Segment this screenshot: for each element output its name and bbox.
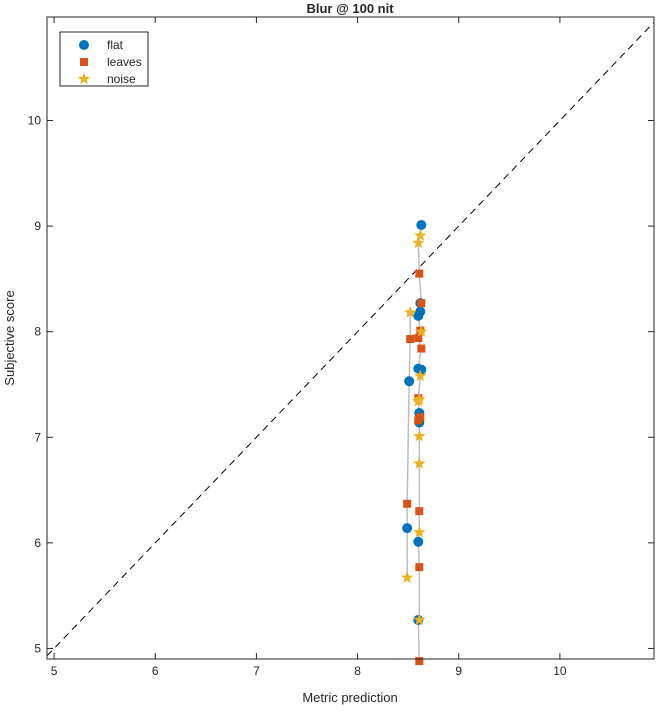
x-tick-label: 6: [152, 664, 159, 678]
x-tick-label: 7: [253, 664, 260, 678]
noise-point: [412, 236, 425, 249]
leaves-point: [403, 499, 412, 508]
flat-point: [404, 376, 415, 387]
noise-point: [414, 229, 427, 241]
noise-point: [415, 325, 428, 337]
leaves-point: [406, 335, 415, 344]
x-tick-label: 10: [553, 664, 567, 678]
flat-point: [413, 310, 424, 321]
y-tick-label: 8: [34, 325, 41, 339]
legend-marker-noise: [77, 72, 91, 85]
legend-marker-leaves: [80, 58, 88, 66]
noise-point: [413, 457, 426, 469]
connector-line: [408, 339, 411, 382]
noise-point: [412, 394, 425, 407]
leaves-point: [415, 269, 424, 278]
identity-line: [46, 21, 655, 657]
leaves-point: [415, 507, 424, 516]
y-tick-label: 10: [28, 113, 42, 127]
legend-label-leaves: leaves: [107, 55, 142, 69]
noise-point: [413, 429, 426, 442]
noise-point: [413, 525, 426, 538]
chart-title: Blur @ 100 nit: [306, 1, 394, 16]
leaves-point: [415, 657, 424, 666]
noise-point: [413, 613, 426, 626]
y-tick-label: 6: [34, 536, 41, 550]
connector-line: [406, 381, 410, 504]
legend-marker-flat: [79, 40, 89, 50]
legend: flat leaves noise: [59, 31, 149, 87]
x-axis-label: Metric prediction: [302, 690, 397, 705]
noise-point: [404, 306, 417, 318]
connector-line: [417, 619, 421, 662]
y-axis-label: Subjective score: [2, 290, 17, 385]
y-tick-label: 9: [34, 219, 41, 233]
flat-point: [402, 523, 413, 534]
flat-point: [413, 536, 424, 547]
leaves-point: [417, 344, 426, 353]
x-tick-label: 8: [354, 664, 361, 678]
connector-line: [417, 242, 421, 274]
noise-point: [414, 369, 427, 382]
x-tick-label: 9: [455, 664, 462, 678]
leaves-point: [415, 563, 424, 572]
leaves-point: [417, 299, 426, 308]
x-tick-label: 5: [51, 664, 58, 678]
leaves-point: [414, 334, 423, 342]
legend-box: [59, 31, 149, 87]
legend-label-flat: flat: [107, 38, 124, 52]
leaves-point: [414, 416, 423, 425]
legend-label-noise: noise: [107, 72, 136, 86]
y-tick-label: 7: [34, 430, 41, 444]
y-tick-label: 5: [34, 641, 41, 655]
flat-point: [416, 364, 427, 375]
noise-point: [401, 571, 414, 583]
flat-point: [416, 220, 427, 231]
axes-box: [46, 16, 655, 660]
